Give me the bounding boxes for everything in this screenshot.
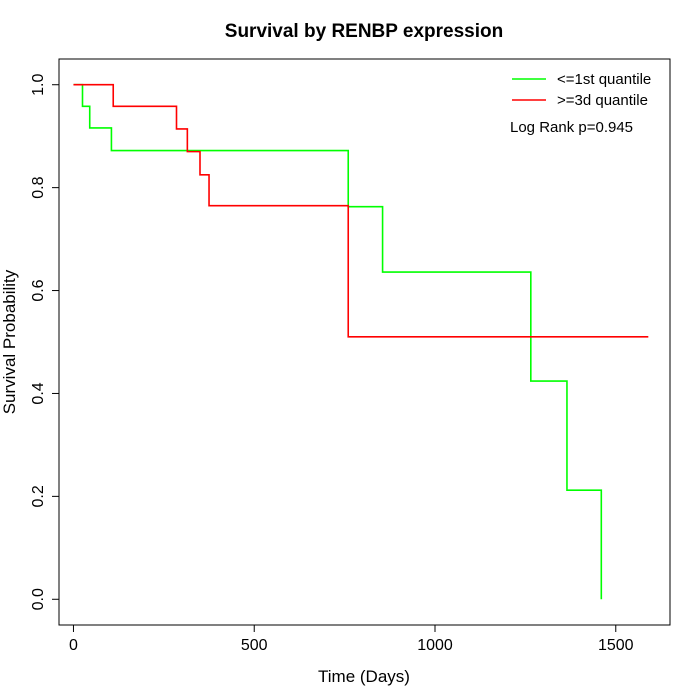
chart-title: Survival by RENBP expression <box>225 21 503 42</box>
plot-frame <box>58 58 671 626</box>
x-tick-label: 0 <box>69 637 78 654</box>
legend-label: >=3d quantile <box>557 92 648 109</box>
y-tick-label: 1.0 <box>30 74 47 96</box>
x-tick-label: 1000 <box>417 637 453 654</box>
y-tick-label: 0.8 <box>30 176 47 198</box>
y-tick-label: 0.2 <box>30 485 47 507</box>
y-tick-label: 0.0 <box>30 588 47 610</box>
y-tick-label: 0.4 <box>30 382 47 404</box>
y-axis: 0.0 0.2 0.4 0.6 0.8 1.0 <box>30 74 60 610</box>
log-rank-annotation: Log Rank p=0.945 <box>510 119 633 136</box>
x-axis: 0 500 1000 1500 <box>69 624 634 654</box>
x-tick-label: 500 <box>241 637 268 654</box>
series-layer <box>73 83 649 600</box>
legend-label: <=1st quantile <box>557 71 651 88</box>
legend: <=1st quantile >=3d quantile <box>512 71 651 109</box>
y-tick-label: 0.6 <box>30 279 47 301</box>
x-axis-label: Time (Days) <box>318 667 410 686</box>
survival-curve-series-2 <box>73 83 649 338</box>
x-tick-label: 1500 <box>598 637 634 654</box>
y-axis-label: Survival Probability <box>0 269 19 414</box>
survival-curve-series-1 <box>73 83 603 600</box>
